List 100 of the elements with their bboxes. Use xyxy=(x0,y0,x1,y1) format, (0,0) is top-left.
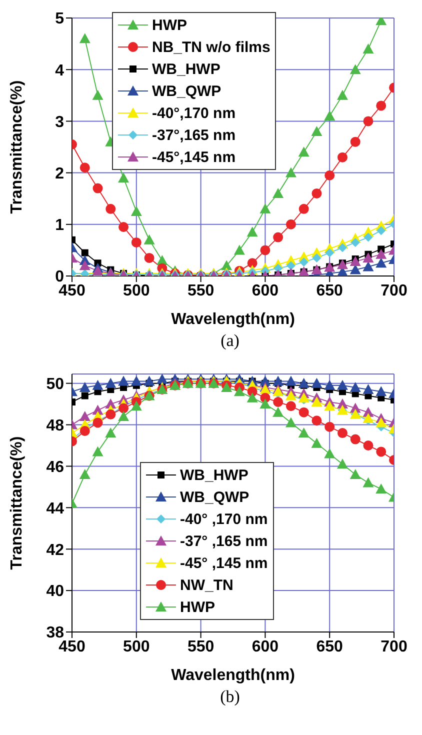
x-tick-label: 700 xyxy=(380,282,408,300)
point xyxy=(92,183,103,194)
point xyxy=(298,146,310,157)
point xyxy=(324,110,336,121)
point xyxy=(92,265,104,276)
point xyxy=(336,90,348,100)
point xyxy=(362,384,374,394)
point xyxy=(92,380,104,390)
legend-label: HWP xyxy=(180,598,215,616)
point xyxy=(350,256,361,266)
y-tick-label: 40 xyxy=(46,583,64,600)
point xyxy=(376,417,387,428)
point xyxy=(80,162,90,173)
point xyxy=(92,90,104,100)
point xyxy=(79,260,90,270)
point xyxy=(79,382,90,392)
y-tick-label: 48 xyxy=(46,417,64,434)
point xyxy=(144,376,155,386)
point xyxy=(130,400,142,411)
point xyxy=(350,434,360,444)
point xyxy=(81,249,88,256)
y-tick-label: 4 xyxy=(55,62,64,80)
point xyxy=(144,252,154,263)
point xyxy=(336,458,348,469)
point xyxy=(324,422,335,432)
point xyxy=(298,407,309,418)
point xyxy=(286,261,296,270)
point xyxy=(312,416,322,426)
point xyxy=(362,477,374,488)
y-tick-label: 44 xyxy=(46,500,64,518)
point xyxy=(350,136,360,147)
point xyxy=(324,380,336,390)
x-tick-label: 700 xyxy=(380,638,408,656)
legend-label: -37° ,165 nm xyxy=(180,532,268,550)
x-tick-label: 550 xyxy=(187,638,214,656)
point xyxy=(324,170,335,180)
y-tick-label: 42 xyxy=(46,542,64,559)
x-tick-label: 600 xyxy=(252,638,279,656)
point xyxy=(376,484,387,494)
point xyxy=(234,244,245,255)
legend-label: NB_TN w/o films xyxy=(152,38,270,56)
legend-label: WB_QWP xyxy=(180,488,250,506)
point xyxy=(350,238,360,247)
point xyxy=(298,428,310,438)
point xyxy=(350,382,361,392)
point xyxy=(221,260,232,270)
x-tick-label: 500 xyxy=(123,638,150,656)
point xyxy=(298,378,310,388)
point xyxy=(234,386,245,396)
y-tick-label: 3 xyxy=(55,114,64,131)
point xyxy=(272,406,284,417)
point xyxy=(272,188,284,198)
point xyxy=(325,248,334,258)
point xyxy=(376,100,386,111)
point xyxy=(285,417,296,428)
point xyxy=(376,248,387,259)
point xyxy=(131,237,142,248)
point xyxy=(311,126,322,136)
point xyxy=(144,234,155,244)
point xyxy=(118,410,130,421)
legend-label: -45°,145 nm xyxy=(152,148,236,166)
legend-label: WB_QWP xyxy=(152,82,222,100)
point xyxy=(311,378,322,388)
legend-label: HWP xyxy=(152,16,187,34)
point xyxy=(273,232,284,242)
point xyxy=(362,43,374,54)
text: (a) xyxy=(220,330,240,352)
point xyxy=(130,376,142,386)
point xyxy=(81,392,88,400)
point xyxy=(286,219,296,230)
point xyxy=(324,448,336,458)
point xyxy=(118,222,129,232)
point xyxy=(362,413,374,424)
legend-label: WB_HWP xyxy=(152,60,220,78)
point xyxy=(260,384,271,394)
y-axis-title: Transmittance(%) xyxy=(8,436,26,570)
point xyxy=(246,392,258,402)
point xyxy=(156,374,168,384)
legend-label: WB_HWP xyxy=(180,466,248,484)
point xyxy=(92,446,104,456)
point xyxy=(106,204,116,214)
x-tick-label: 650 xyxy=(316,282,344,300)
point xyxy=(298,392,310,402)
point xyxy=(337,152,348,162)
text: (b) xyxy=(219,686,241,708)
point xyxy=(260,398,271,409)
point xyxy=(312,188,322,198)
legend-label: -37°,165 nm xyxy=(152,126,236,144)
point xyxy=(376,258,387,268)
point xyxy=(273,396,284,407)
y-tick-label: 2 xyxy=(55,165,64,182)
legend-label: -40° ,170 nm xyxy=(180,510,268,528)
point xyxy=(350,64,361,74)
legend-label: NW_TN xyxy=(180,576,234,594)
point xyxy=(285,167,296,178)
point xyxy=(376,446,386,457)
point xyxy=(362,261,374,272)
point xyxy=(299,258,308,267)
point xyxy=(363,116,374,126)
y-tick-label: 50 xyxy=(46,376,64,394)
